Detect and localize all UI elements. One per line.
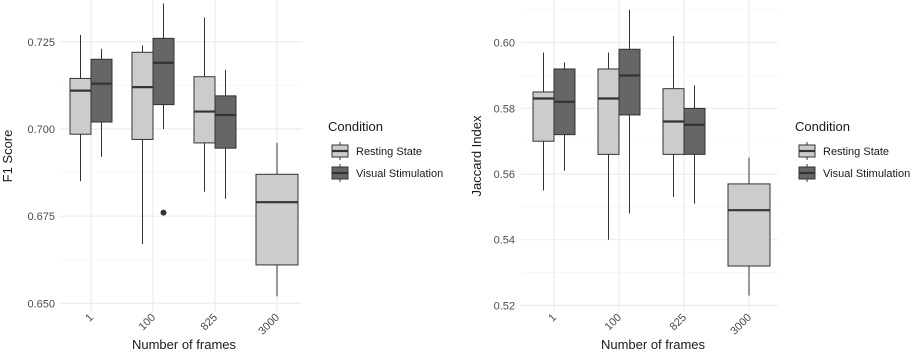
box-visual-stimulation-100 (152, 3, 175, 216)
box-visual-stimulation-825 (683, 85, 706, 204)
y-axis-title: F1 Score (0, 130, 15, 183)
x-tick-label: 3000 (256, 312, 282, 338)
box-iqr (131, 51, 154, 140)
y-tick-label: 0.60 (494, 38, 515, 50)
box-iqr (597, 68, 620, 155)
x-tick-label: 100 (603, 312, 624, 333)
box-resting-state-3000 (727, 157, 771, 296)
y-tick-label: 0.58 (494, 103, 515, 115)
x-tick-label: 3000 (728, 312, 754, 338)
legend: Condition Resting State Visual Stimulation (328, 119, 443, 182)
y-tick-label: 0.700 (27, 124, 55, 136)
box-iqr (193, 76, 216, 144)
legend-label: Visual Stimulation (823, 168, 910, 180)
box-iqr (214, 95, 237, 149)
legend-title: Condition (328, 119, 383, 134)
y-tick-label: 0.650 (27, 298, 55, 310)
box-visual-stimulation-1 (90, 48, 113, 157)
chart-panel-1: 0.650 0.675 0.700 0.725 1 100 825 3000 Number of… (0, 0, 443, 352)
x-tick-label: 1 (83, 312, 96, 325)
box-iqr (152, 37, 175, 106)
outlier-point (160, 209, 167, 216)
box-iqr (69, 77, 92, 135)
y-axis-title: Jaccard Index (469, 115, 484, 196)
box-resting-state-1 (69, 34, 92, 182)
box-resting-state-825 (662, 36, 685, 198)
box-visual-stimulation-100 (618, 9, 641, 214)
y-tick-label: 0.725 (27, 37, 55, 49)
x-axis-title: Number of frames (601, 337, 706, 352)
y-tick-label: 0.54 (494, 235, 515, 247)
box-resting-state-1 (532, 52, 555, 191)
box-iqr (683, 107, 706, 155)
x-tick-label: 825 (668, 312, 689, 333)
box-iqr (727, 183, 771, 267)
y-tick-label: 0.52 (494, 300, 515, 312)
legend: Condition Resting State Visual Stimulation (795, 119, 910, 182)
box-visual-stimulation-825 (214, 69, 237, 199)
legend-label: Visual Stimulation (356, 168, 443, 180)
x-tick-label: 100 (137, 312, 158, 333)
legend-label: Resting State (356, 146, 422, 158)
legend-title: Condition (795, 119, 850, 134)
x-tick-label: 825 (199, 312, 220, 333)
box-iqr (90, 58, 113, 123)
box-resting-state-825 (193, 17, 216, 192)
box-resting-state-3000 (255, 142, 299, 297)
legend-label: Resting State (823, 146, 889, 158)
box-iqr (618, 48, 641, 116)
box-resting-state-100 (131, 45, 154, 245)
chart-panel-2: 0.52 0.54 0.56 0.58 0.60 1 100 825 3000 Number of… (469, 0, 910, 352)
y-tick-label: 0.56 (494, 169, 515, 181)
box-resting-state-100 (597, 52, 620, 240)
x-axis-title: Number of frames (132, 337, 237, 352)
box-iqr (255, 173, 299, 266)
box-visual-stimulation-1 (553, 62, 576, 171)
y-tick-label: 0.675 (27, 211, 55, 223)
x-tick-label: 1 (546, 312, 559, 325)
